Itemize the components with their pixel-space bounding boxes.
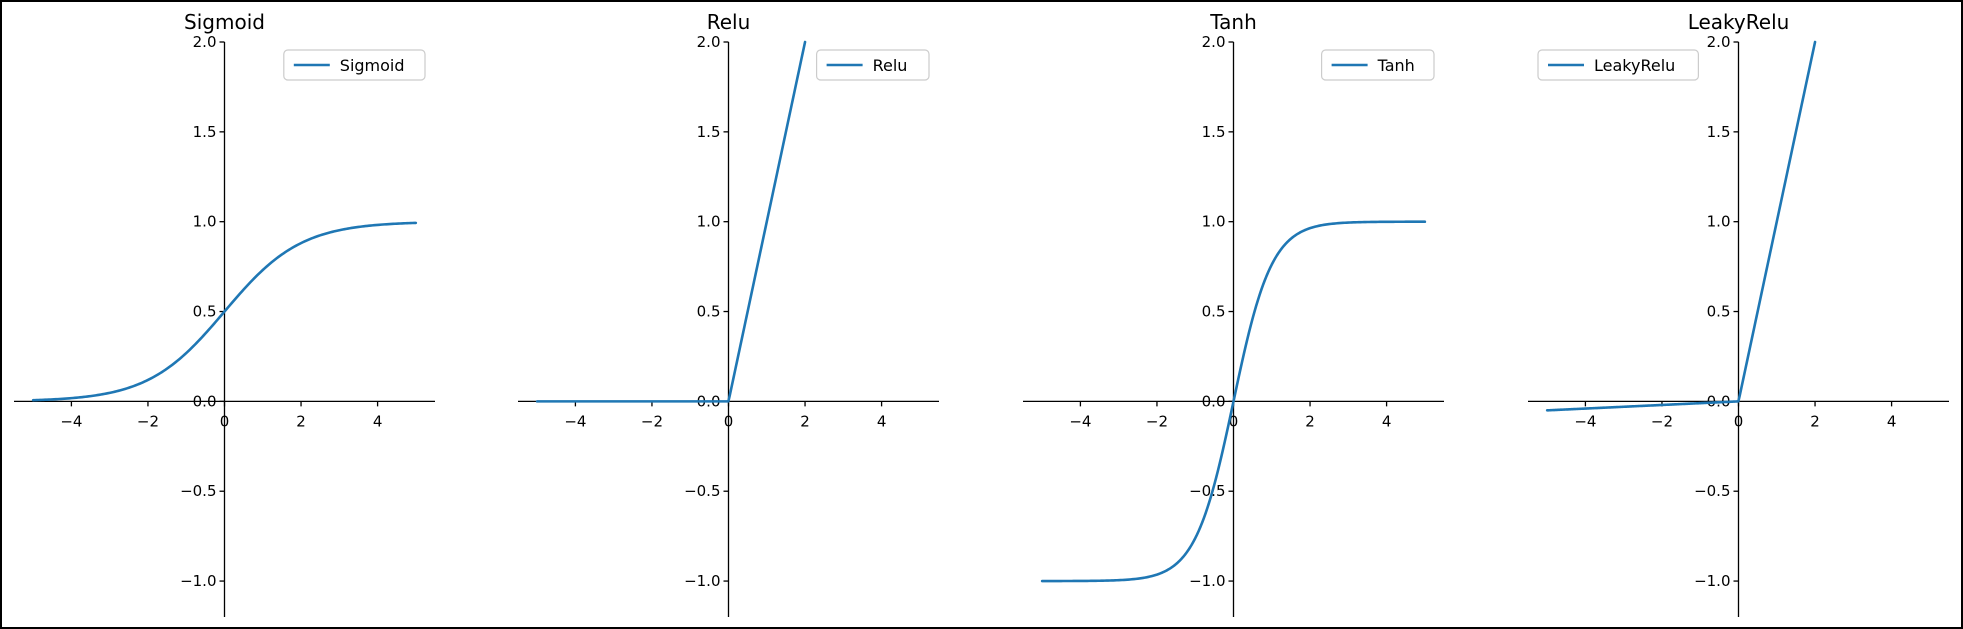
subplot-leaky-relu: −4 −2 0 2 4−1.0−0.50.00.51.01.52.0LeakyReluL… (1528, 10, 1949, 617)
series-line-relu (535, 40, 807, 403)
series-line-sigmoid (31, 221, 418, 402)
x-tick-label: 0 (724, 412, 734, 430)
y-tick-label: 0.5 (193, 303, 217, 321)
legend-box (815, 49, 930, 81)
x-tick-label: 4 (877, 412, 887, 430)
x-tick-label: 0 (1734, 412, 1744, 430)
y-tick-label: 2.0 (193, 33, 217, 51)
legend: Relu (815, 49, 930, 81)
x-tick-label: −2 (137, 412, 159, 430)
y-tick-label: −0.5 (684, 482, 720, 500)
y-tick-label: 2.0 (1202, 33, 1226, 51)
legend-label: Sigmoid (340, 56, 405, 75)
y-tick-label: −0.5 (180, 482, 216, 500)
y-tick-label: −1.0 (1189, 572, 1225, 590)
x-tick-label: −2 (1146, 412, 1168, 430)
x-tick-label: 4 (1887, 412, 1897, 430)
y-tick-label: 0.0 (1202, 392, 1226, 410)
chart-title: LeakyRelu (1688, 10, 1790, 34)
x-tick-label: −4 (1574, 412, 1596, 430)
legend-box (1320, 49, 1435, 81)
x-tick-label: 2 (1810, 412, 1820, 430)
y-tick-label: 2.0 (697, 33, 721, 51)
legend-box (283, 49, 426, 81)
y-tick-label: −0.5 (1694, 482, 1730, 500)
legend: Tanh (1320, 49, 1435, 81)
x-tick-label: 0 (1229, 412, 1239, 430)
x-tick-label: 2 (800, 412, 810, 430)
x-tick-label: 2 (296, 412, 306, 430)
y-tick-label: 1.0 (697, 213, 721, 231)
legend-label: LeakyRelu (1594, 56, 1675, 75)
x-tick-label: −4 (1069, 412, 1091, 430)
chart-title: Sigmoid (184, 10, 265, 34)
y-tick-label: 0.0 (193, 392, 217, 410)
x-tick-label: 4 (1382, 412, 1392, 430)
y-tick-label: −1.0 (1694, 572, 1730, 590)
y-tick-label: 1.5 (697, 123, 721, 141)
x-tick-label: −4 (564, 412, 586, 430)
y-tick-label: −1.0 (180, 572, 216, 590)
legend: Sigmoid (283, 49, 426, 81)
y-tick-label: 0.5 (697, 303, 721, 321)
x-tick-label: −2 (1651, 412, 1673, 430)
y-tick-label: 1.0 (1202, 213, 1226, 231)
y-tick-label: 1.5 (193, 123, 217, 141)
x-tick-label: −4 (60, 412, 82, 430)
series-line-tanh (1040, 220, 1427, 583)
x-tick-label: 2 (1305, 412, 1315, 430)
legend-label: Tanh (1377, 56, 1415, 75)
chart-title: Relu (707, 10, 751, 34)
series-line-leaky-relu (1545, 40, 1817, 412)
y-tick-label: 0.5 (1707, 303, 1731, 321)
y-tick-label: −1.0 (684, 572, 720, 590)
chart-title: Tanh (1209, 10, 1257, 34)
y-tick-label: 1.0 (1707, 213, 1731, 231)
subplot-sigmoid: −4 −2 0 2 4−1.0−0.50.00.51.01.52.0SigmoidSig… (14, 10, 435, 617)
y-tick-label: 0.5 (1202, 303, 1226, 321)
y-tick-label: 1.5 (1707, 123, 1731, 141)
y-tick-label: 1.0 (193, 213, 217, 231)
x-tick-label: 0 (220, 412, 230, 430)
x-tick-label: 4 (373, 412, 383, 430)
legend-box (1537, 49, 1699, 81)
legend: LeakyRelu (1537, 49, 1699, 81)
legend-label: Relu (873, 56, 908, 75)
x-tick-label: −2 (641, 412, 663, 430)
y-tick-label: 2.0 (1707, 33, 1731, 51)
y-tick-label: −0.5 (1189, 482, 1225, 500)
y-tick-label: 1.5 (1202, 123, 1226, 141)
